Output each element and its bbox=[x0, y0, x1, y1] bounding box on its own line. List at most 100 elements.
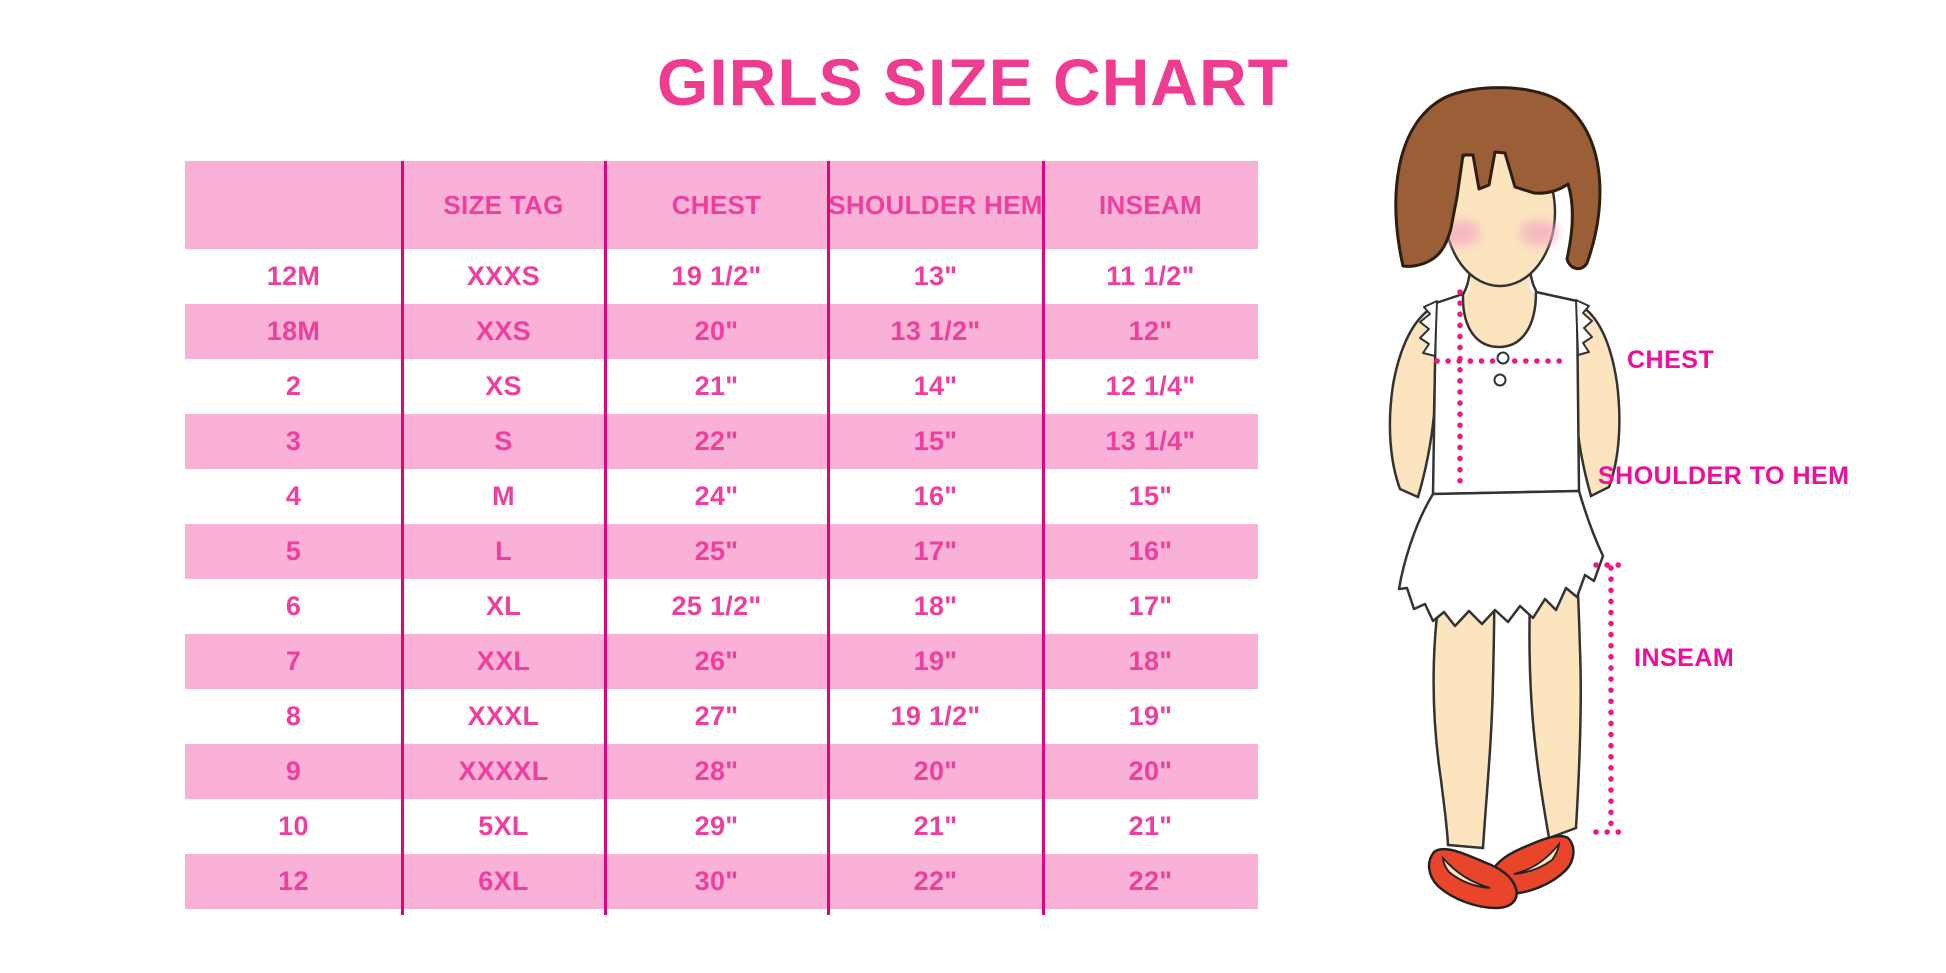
shoulder-to-hem-label: SHOULDER TO HEM bbox=[1598, 462, 1850, 490]
top-button bbox=[1496, 351, 1510, 365]
value-cell: 19" bbox=[913, 646, 958, 676]
value-cell: 24" bbox=[694, 481, 739, 511]
value-cell: 15" bbox=[1128, 481, 1173, 511]
value-cell: 25" bbox=[694, 536, 739, 566]
table-row: 10 5XL 29" 21" 21" bbox=[185, 799, 1258, 854]
size-cell: 7 bbox=[285, 646, 302, 676]
column-separator bbox=[400, 161, 404, 915]
table-row: 3 S 22" 15" 13 1/4" bbox=[185, 414, 1258, 469]
value-cell: 27" bbox=[694, 701, 739, 731]
table-row: 7 XXL 26" 19" 18" bbox=[185, 634, 1258, 689]
value-cell: 21" bbox=[1128, 811, 1173, 841]
size-table: SIZE TAG CHEST SHOULDER HEM INSEAM 12M XXXS 1… bbox=[185, 161, 1258, 915]
column-header: INSEAM bbox=[1099, 189, 1202, 220]
value-cell: XXXL bbox=[467, 701, 540, 731]
column-header: SHOULDER HEM bbox=[828, 189, 1043, 220]
right-leg bbox=[1528, 554, 1583, 840]
bottom-button bbox=[1493, 373, 1507, 387]
column-header: SIZE TAG bbox=[443, 189, 564, 220]
value-cell: 19 1/2" bbox=[890, 701, 981, 731]
measurement-figure: CHEST SHOULDER TO HEM INSEAM bbox=[1280, 60, 1940, 970]
value-cell: 13 1/2" bbox=[890, 316, 981, 346]
value-cell: 6XL bbox=[478, 866, 529, 896]
column-separator bbox=[826, 161, 830, 915]
table-body: 12M XXXS 19 1/2" 13" 11 1/2" 18M XXS 20" 13 1/2"… bbox=[185, 249, 1258, 909]
corner-cell bbox=[185, 161, 402, 249]
value-cell: 26" bbox=[694, 646, 739, 676]
value-cell: 30" bbox=[694, 866, 739, 896]
girl-illustration bbox=[1388, 86, 1629, 910]
value-cell: 14" bbox=[913, 371, 958, 401]
value-cell: 17" bbox=[913, 536, 958, 566]
right-shoulder-ruffle bbox=[1575, 299, 1593, 356]
value-cell: L bbox=[495, 536, 512, 566]
value-cell: 21" bbox=[913, 811, 958, 841]
value-cell: XXXXL bbox=[458, 756, 549, 786]
size-cell: 10 bbox=[278, 811, 309, 841]
value-cell: 18" bbox=[1128, 646, 1173, 676]
size-cell: 4 bbox=[285, 481, 302, 511]
value-cell: 19" bbox=[1128, 701, 1173, 731]
table-row: 18M XXS 20" 13 1/2" 12" bbox=[185, 304, 1258, 359]
value-cell: 16" bbox=[913, 481, 958, 511]
column-separator bbox=[603, 161, 607, 915]
value-cell: S bbox=[494, 426, 513, 456]
left-leg bbox=[1432, 554, 1496, 850]
value-cell: XXL bbox=[476, 646, 531, 676]
value-cell: 15" bbox=[913, 426, 958, 456]
inseam-label: INSEAM bbox=[1634, 644, 1735, 672]
hair bbox=[1394, 86, 1602, 271]
table-row: 8 XXXL 27" 19 1/2" 19" bbox=[185, 689, 1258, 744]
column-header: CHEST bbox=[671, 189, 762, 220]
size-cell: 2 bbox=[285, 371, 302, 401]
size-cell: 12M bbox=[266, 261, 321, 291]
value-cell: 20" bbox=[694, 316, 739, 346]
value-cell: 18" bbox=[913, 591, 958, 621]
table-row: 2 XS 21" 14" 12 1/4" bbox=[185, 359, 1258, 414]
value-cell: 5XL bbox=[478, 811, 529, 841]
page-title: GIRLS SIZE CHART bbox=[656, 45, 1289, 119]
table-row: 12 6XL 30" 22" 22" bbox=[185, 854, 1258, 909]
value-cell: XL bbox=[485, 591, 522, 621]
value-cell: 29" bbox=[694, 811, 739, 841]
ruffle-skirt bbox=[1397, 489, 1605, 628]
value-cell: 21" bbox=[694, 371, 739, 401]
value-cell: 13" bbox=[913, 261, 958, 291]
table-row: 5 L 25" 17" 16" bbox=[185, 524, 1258, 579]
table-row: 9 XXXXL 28" 20" 20" bbox=[185, 744, 1258, 799]
size-cell: 9 bbox=[285, 756, 302, 786]
chest-label: CHEST bbox=[1627, 346, 1715, 374]
column-separator bbox=[1041, 161, 1045, 915]
left-shoulder-ruffle bbox=[1419, 300, 1438, 357]
value-cell: 12 1/4" bbox=[1105, 371, 1196, 401]
value-cell: XXS bbox=[476, 316, 531, 346]
table-header-row: SIZE TAG CHEST SHOULDER HEM INSEAM bbox=[185, 161, 1258, 249]
value-cell: 22" bbox=[694, 426, 739, 456]
table-row: 6 XL 25 1/2" 18" 17" bbox=[185, 579, 1258, 634]
value-cell: 19 1/2" bbox=[671, 261, 762, 291]
value-cell: 22" bbox=[913, 866, 958, 896]
right-shoe-opening bbox=[1513, 840, 1561, 875]
value-cell: 17" bbox=[1128, 591, 1173, 621]
size-cell: 6 bbox=[285, 591, 302, 621]
size-cell: 12 bbox=[278, 866, 309, 896]
size-cell: 8 bbox=[285, 701, 302, 731]
value-cell: 16" bbox=[1128, 536, 1173, 566]
value-cell: 28" bbox=[694, 756, 739, 786]
value-cell: M bbox=[492, 481, 515, 511]
table-row: 12M XXXS 19 1/2" 13" 11 1/2" bbox=[185, 249, 1258, 304]
value-cell: 20" bbox=[913, 756, 958, 786]
left-shoe bbox=[1427, 847, 1518, 910]
left-shoe-opening bbox=[1442, 855, 1491, 889]
table-row: 4 M 24" 16" 15" bbox=[185, 469, 1258, 524]
size-cell: 5 bbox=[285, 536, 302, 566]
right-blush bbox=[1520, 220, 1558, 246]
size-cell: 18M bbox=[266, 316, 321, 346]
value-cell: 12" bbox=[1128, 316, 1173, 346]
value-cell: 25 1/2" bbox=[671, 591, 762, 621]
value-cell: 20" bbox=[1128, 756, 1173, 786]
size-cell: 3 bbox=[285, 426, 302, 456]
value-cell: 22" bbox=[1128, 866, 1173, 896]
bodice bbox=[1431, 290, 1581, 496]
value-cell: XS bbox=[485, 371, 522, 401]
